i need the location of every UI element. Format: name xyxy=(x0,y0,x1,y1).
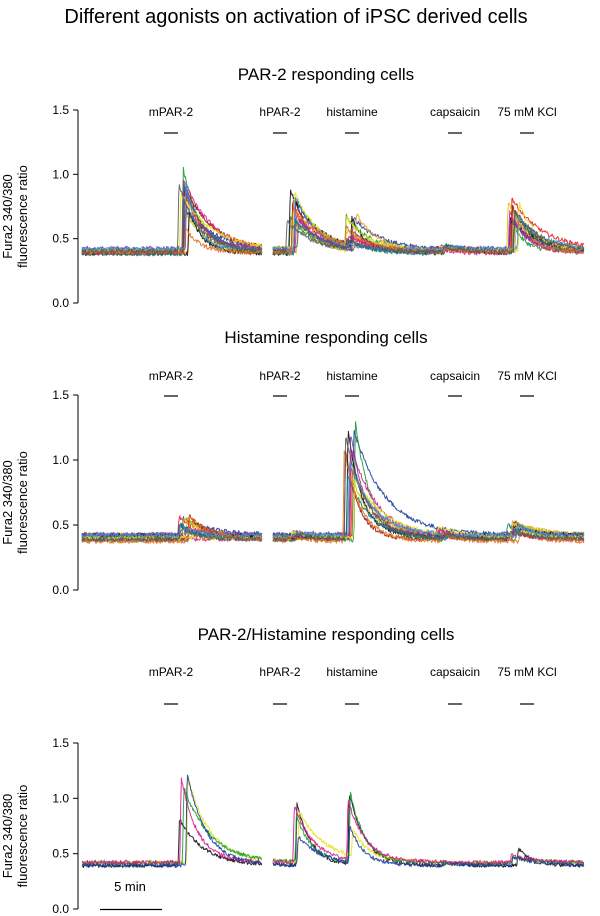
panel-2: Histamine responding cells mPAR-2 hPAR-2 hi… xyxy=(0,328,585,597)
agonist-label: 75 mM KCl xyxy=(497,369,556,383)
trace-line xyxy=(272,451,585,542)
y-tick-label: 1.0 xyxy=(52,167,69,181)
agonist-label: 75 mM KCl xyxy=(497,105,556,119)
agonist-label: mPAR-2 xyxy=(149,369,194,383)
agonist-label: mPAR-2 xyxy=(149,105,194,119)
y-axis-label-line1: Fura2 340/380 xyxy=(0,174,15,259)
agonist-label: capsaicin xyxy=(430,665,480,679)
y-tick-label: 0.0 xyxy=(52,583,69,597)
panel-title: PAR-2/Histamine responding cells xyxy=(198,625,455,644)
figure-title: Different agonists on activation of iPSC… xyxy=(64,6,527,28)
y-axis-label-line2: fluorescence ratio xyxy=(15,451,30,554)
y-axis-label: Fura2 340/380 fluorescence ratio xyxy=(0,165,30,268)
traces xyxy=(81,166,585,257)
y-axis-label: Fura2 340/380 fluorescence ratio xyxy=(0,785,30,888)
panel-3: PAR-2/Histamine responding cells mPAR-2 hP… xyxy=(0,625,585,916)
y-tick-label: 0.5 xyxy=(52,847,69,861)
y-tick-label: 1.5 xyxy=(52,736,69,750)
trace-line xyxy=(272,468,585,539)
trace-line xyxy=(272,812,584,866)
trace-line xyxy=(81,514,263,544)
trace-line xyxy=(81,787,263,866)
agonist-label: 75 mM KCl xyxy=(497,665,556,679)
y-tick-label: 1.0 xyxy=(52,453,69,467)
panel-title: Histamine responding cells xyxy=(224,328,427,347)
agonist-label: capsaicin xyxy=(430,369,480,383)
trace-line xyxy=(272,430,584,540)
agonist-label: histamine xyxy=(326,369,378,383)
y-tick-label: 1.5 xyxy=(52,103,69,117)
y-axis-label-line1: Fura2 340/380 xyxy=(0,794,15,879)
y-axis-label-line2: fluorescence ratio xyxy=(15,165,30,268)
trace-line xyxy=(272,210,585,254)
y-tick-label: 0.5 xyxy=(52,518,69,532)
y-tick-label: 0.0 xyxy=(52,902,69,916)
trace-line xyxy=(81,777,263,865)
y-axis-label-line1: Fura2 340/380 xyxy=(0,460,15,545)
trace-line xyxy=(272,430,585,538)
agonist-label: histamine xyxy=(326,665,378,679)
scale-bar: 5 min xyxy=(100,879,162,911)
y-tick-label: 1.5 xyxy=(52,388,69,402)
y-tick-label: 0.5 xyxy=(52,232,69,246)
traces xyxy=(81,421,585,544)
scale-bar-label: 5 min xyxy=(114,879,146,894)
panels: PAR-2 responding cells mPAR-2 hPAR-2 histam… xyxy=(0,65,585,916)
traces xyxy=(81,774,585,868)
y-tick-label: 1.0 xyxy=(52,791,69,805)
agonist-label: hPAR-2 xyxy=(259,369,300,383)
y-axis-label: Fura2 340/380 fluorescence ratio xyxy=(0,451,30,554)
panel-title: PAR-2 responding cells xyxy=(238,65,414,84)
trace-line xyxy=(81,184,263,255)
trace-line xyxy=(272,421,585,543)
agonist-label: histamine xyxy=(326,105,378,119)
agonist-label: hPAR-2 xyxy=(259,665,300,679)
y-tick-label: 0.0 xyxy=(52,296,69,310)
agonist-label: mPAR-2 xyxy=(149,665,194,679)
trace-line xyxy=(272,450,585,542)
trace-line xyxy=(272,436,585,538)
trace-line xyxy=(81,774,263,868)
trace-line xyxy=(272,800,585,866)
trace-line xyxy=(272,826,585,868)
trace-line xyxy=(82,189,263,253)
panel-1: PAR-2 responding cells mPAR-2 hPAR-2 histam… xyxy=(0,65,585,310)
trace-line xyxy=(272,450,585,544)
trace-line xyxy=(272,462,585,539)
trace-line xyxy=(81,775,263,865)
agonist-label: hPAR-2 xyxy=(259,105,300,119)
agonist-label: capsaicin xyxy=(430,105,480,119)
trace-line xyxy=(81,527,263,542)
trace-line xyxy=(272,795,585,868)
y-axis-label-line2: fluorescence ratio xyxy=(15,785,30,888)
trace-line xyxy=(272,437,585,542)
trace-line xyxy=(81,523,263,539)
trace-line xyxy=(81,526,263,538)
